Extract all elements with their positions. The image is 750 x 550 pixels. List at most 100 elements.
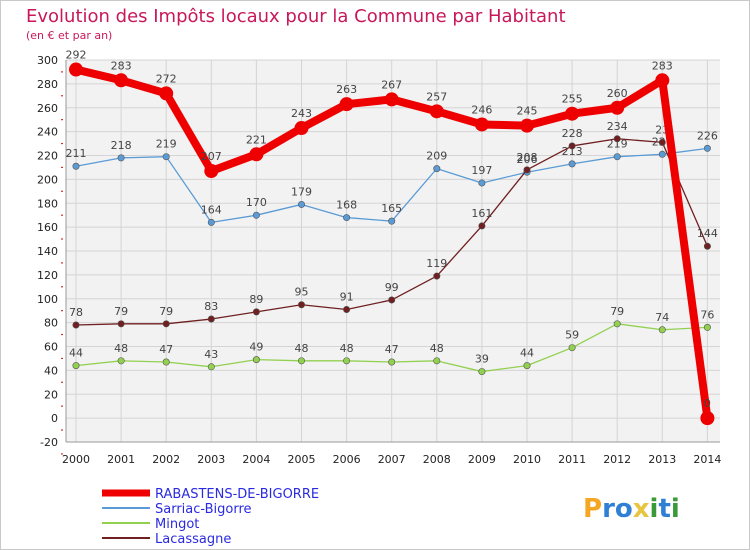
data-point [384, 92, 399, 107]
data-label: 246 [471, 103, 492, 116]
data-label: 48 [340, 342, 354, 355]
data-label: 292 [66, 49, 87, 62]
y-tick-label: 200 [37, 173, 58, 186]
data-label: 91 [340, 290, 354, 303]
data-label: 255 [562, 93, 583, 106]
data-point [523, 362, 531, 370]
data-label: 260 [607, 87, 628, 100]
y-tick-label: 20 [44, 388, 58, 401]
data-point [252, 356, 260, 364]
data-point [297, 301, 305, 309]
data-label: 79 [610, 305, 624, 318]
data-point [478, 222, 486, 230]
data-point [388, 358, 396, 366]
data-point [162, 358, 170, 366]
data-point [72, 321, 80, 329]
x-tick-label: 2000 [62, 453, 90, 466]
data-point [159, 86, 174, 101]
data-point [613, 320, 621, 328]
data-point [568, 344, 576, 352]
x-tick-label: 2003 [197, 453, 225, 466]
data-label: 161 [471, 207, 492, 220]
data-label: 219 [156, 138, 177, 151]
series-mingot: 44 48 47 43 49 48 48 47 48 39 44 59 79 74 76 [69, 305, 714, 376]
data-point [388, 217, 396, 225]
axes: -20 0 20 40 60 80 100 120 140 160 180 200 220 240 260 2… [37, 54, 721, 466]
data-point [388, 296, 396, 304]
data-label: 283 [652, 59, 673, 72]
x-tick-label: 2005 [288, 453, 316, 466]
data-point [114, 73, 129, 88]
data-label: 219 [607, 138, 628, 151]
data-point [249, 147, 264, 162]
data-point [72, 162, 80, 170]
data-point [568, 160, 576, 168]
data-point [117, 320, 125, 328]
x-tick-label: 2004 [242, 453, 270, 466]
x-tick-label: 2011 [558, 453, 586, 466]
data-point [433, 357, 441, 365]
data-label: 208 [517, 151, 538, 164]
data-label: 76 [700, 308, 714, 321]
y-tick-label: 0 [51, 412, 58, 425]
data-label: 207 [201, 150, 222, 163]
data-label: 226 [697, 129, 718, 142]
x-tick-label: 2012 [603, 453, 631, 466]
data-label: 48 [295, 342, 309, 355]
data-label: 218 [111, 139, 132, 152]
data-label: 44 [69, 347, 83, 360]
data-label: 228 [562, 127, 583, 140]
data-point [610, 100, 625, 115]
data-label: 144 [697, 227, 718, 240]
y-tick-label: 100 [37, 293, 58, 306]
data-point [429, 104, 444, 119]
data-label: 283 [111, 59, 132, 72]
y-tick-label: 260 [37, 102, 58, 115]
y-tick-label: 240 [37, 126, 58, 139]
y-tick-label: 160 [37, 221, 58, 234]
data-point [568, 142, 576, 150]
data-point [700, 411, 715, 426]
data-label: 164 [201, 203, 222, 216]
data-label: 119 [426, 257, 447, 270]
data-point [69, 62, 83, 77]
data-label: 263 [336, 83, 357, 96]
x-tick-label: 2013 [648, 453, 676, 466]
data-point [658, 326, 666, 334]
data-label: 48 [114, 342, 128, 355]
logo-letter: r [602, 494, 615, 524]
data-label: 267 [381, 78, 402, 91]
data-label: 209 [426, 150, 447, 163]
data-point [294, 121, 309, 136]
data-label: 59 [565, 329, 579, 342]
x-tick-label: 2010 [513, 453, 541, 466]
data-point [72, 362, 80, 370]
legend-label: Sarriac-Bigorre [155, 502, 252, 517]
data-label: 44 [520, 347, 534, 360]
data-point [613, 135, 621, 143]
proxiti-logo: Proxiti [583, 494, 680, 524]
data-label: 47 [385, 343, 399, 356]
data-label: 234 [607, 120, 628, 133]
data-point [343, 214, 351, 222]
legend-label: Lacassagne [155, 532, 231, 547]
data-label: 179 [291, 185, 312, 198]
data-point [703, 242, 711, 250]
data-point [117, 357, 125, 365]
data-label: 197 [471, 164, 492, 177]
x-tick-label: 2002 [152, 453, 180, 466]
chart-title: Evolution des Impôts locaux pour la Comm… [26, 6, 566, 27]
x-tick-label: 2008 [423, 453, 451, 466]
y-tick-label: 300 [37, 54, 58, 67]
data-point [520, 118, 534, 133]
legend: RABASTENS-DE-BIGORRESarriac-BigorreMingo… [102, 487, 319, 547]
logo-letter: i [650, 494, 659, 524]
data-point [207, 315, 215, 323]
data-point [658, 150, 666, 158]
data-point [343, 357, 351, 365]
data-label: 206 [517, 153, 538, 166]
data-label: 211 [66, 147, 87, 160]
legend-label: RABASTENS-DE-BIGORRE [155, 487, 319, 502]
data-label: 43 [204, 348, 218, 361]
